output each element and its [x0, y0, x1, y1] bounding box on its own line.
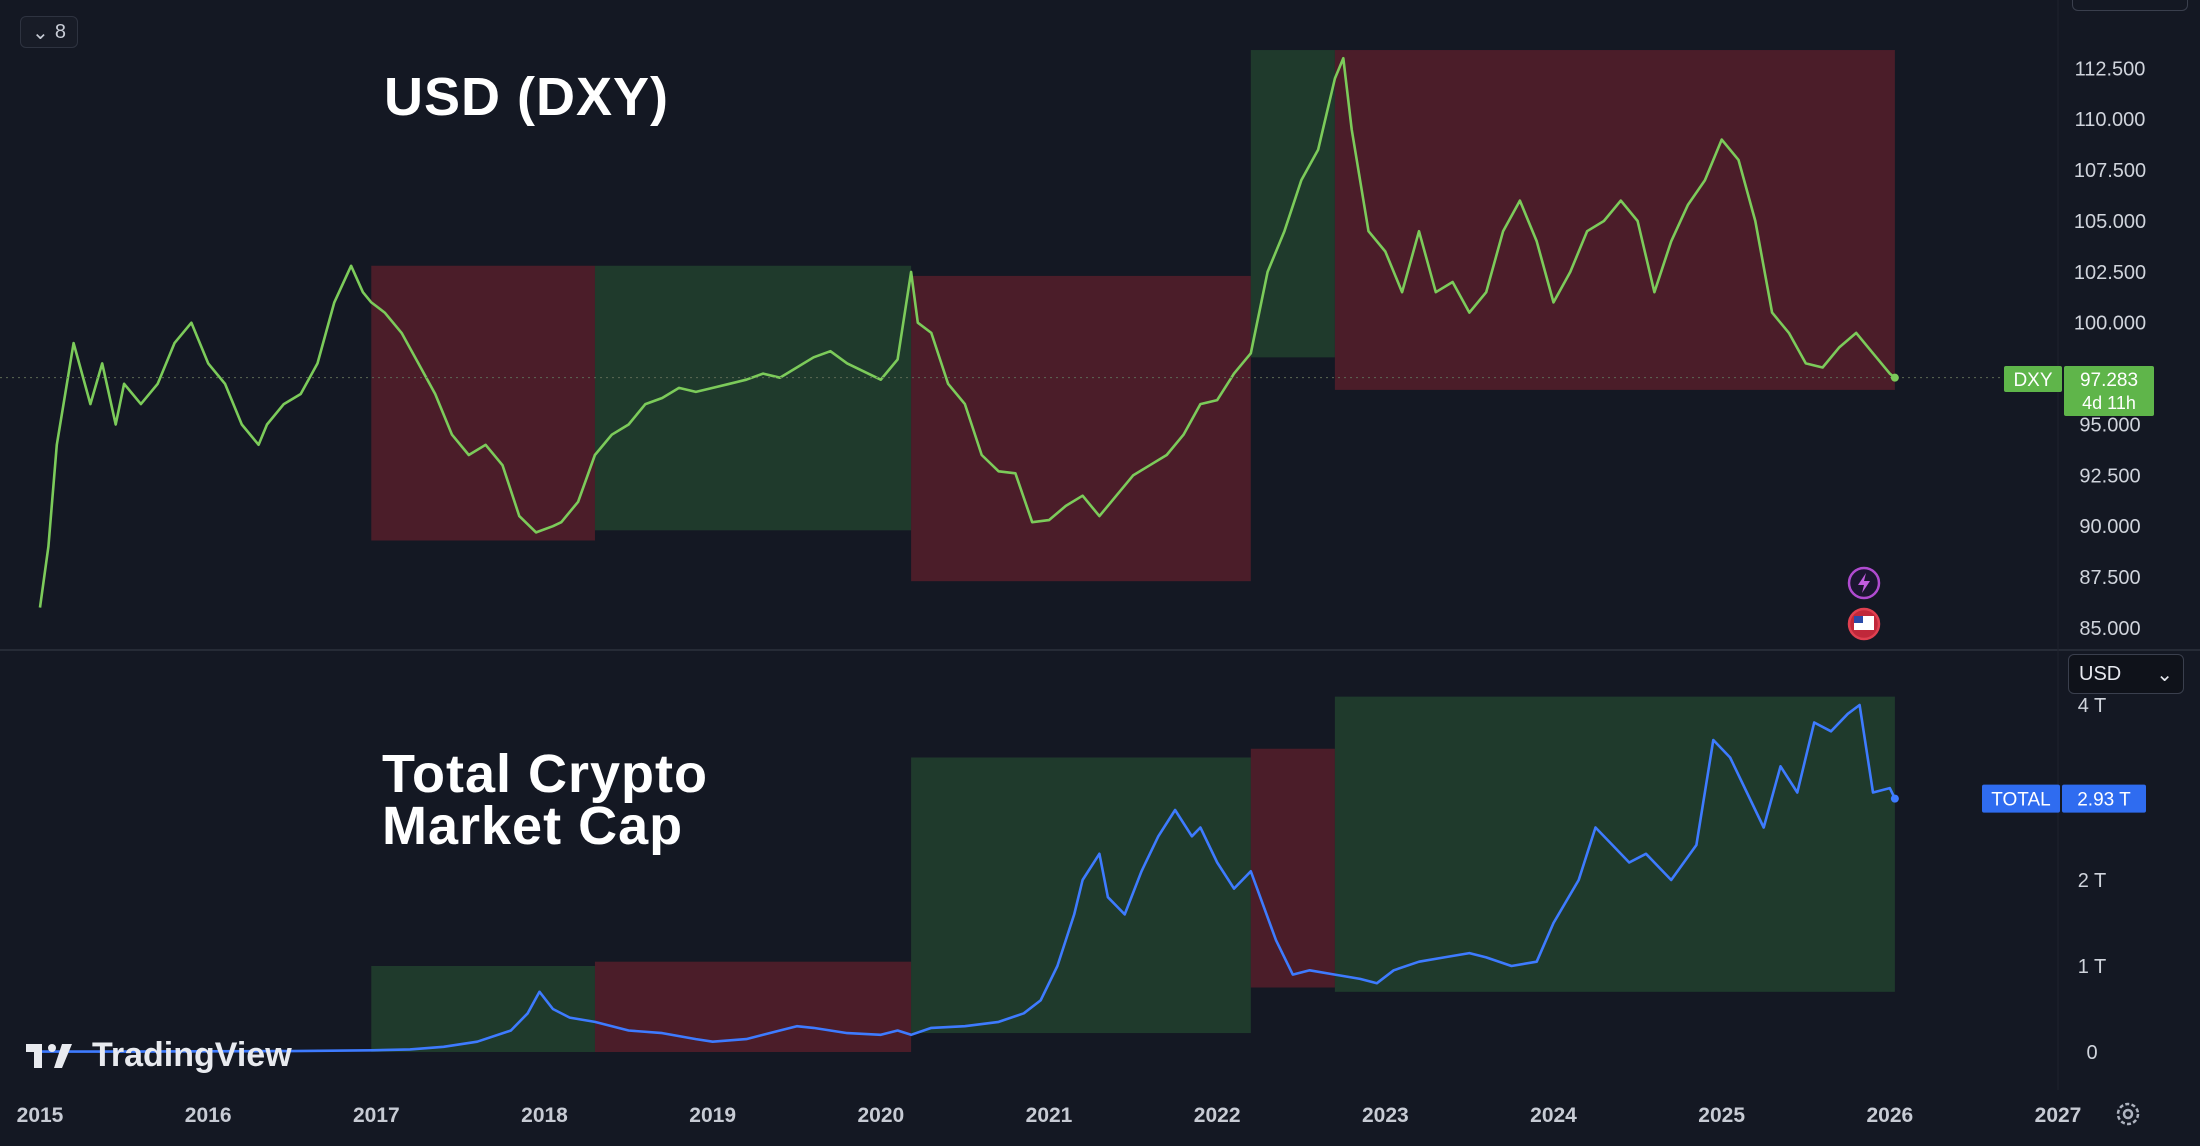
- collapse-indicators-button[interactable]: ⌄ 8: [20, 16, 78, 48]
- toolbar-edge: [2072, 0, 2188, 11]
- tradingview-logo: TradingView: [26, 1036, 292, 1075]
- dxy-countdown-label: 4d 11h: [2082, 393, 2136, 413]
- x-tick-year: 2016: [185, 1104, 232, 1127]
- region-1-0: [371, 966, 595, 1052]
- crypto-pane-title: Total Crypto Market Cap: [382, 744, 708, 856]
- x-tick-year: 2027: [2035, 1104, 2082, 1127]
- tradingview-mark-icon: [26, 1043, 72, 1068]
- x-tick-year: 2017: [353, 1104, 400, 1127]
- region-1-4: [1334, 696, 1895, 992]
- y-tick-dxy: 92.500: [2079, 465, 2140, 487]
- total-value-label: 2.93 T: [2077, 790, 2131, 811]
- y-tick-total: 2 T: [2078, 870, 2107, 892]
- y-tick-total: 4 T: [2078, 695, 2107, 717]
- region-1-2: [911, 757, 1251, 1034]
- region-1-3: [1250, 748, 1335, 988]
- y-tick-dxy: 110.000: [2075, 109, 2146, 131]
- dxy-symbol-label: DXY: [2013, 370, 2052, 391]
- x-tick-year: 2025: [1698, 1104, 1745, 1127]
- y-tick-dxy: 107.500: [2074, 160, 2146, 182]
- y-tick-dxy: 95.000: [2079, 414, 2140, 436]
- y-tick-dxy: 102.500: [2074, 262, 2146, 284]
- y-tick-dxy: 87.500: [2079, 567, 2140, 589]
- region-0-0: [371, 265, 595, 541]
- tradingview-wordmark: TradingView: [92, 1036, 292, 1074]
- x-tick-year: 2026: [1866, 1104, 1913, 1127]
- currency-label: USD: [2079, 662, 2122, 685]
- y-tick-total: 1 T: [2078, 956, 2107, 978]
- series-last-point-dxy: [1890, 373, 1899, 382]
- dxy-symbol-badge: [2004, 366, 2062, 393]
- region-0-1: [594, 265, 912, 531]
- region-0-2: [911, 275, 1251, 582]
- x-tick-year: 2024: [1530, 1104, 1577, 1127]
- y-tick-dxy: 85.000: [2079, 618, 2140, 640]
- collapse-count: 8: [54, 20, 66, 43]
- dxy-value-badge: [2064, 366, 2154, 417]
- x-tick-year: 2019: [689, 1104, 736, 1127]
- y-tick-total: 0: [2086, 1042, 2097, 1064]
- dxy-pane-title: USD (DXY): [384, 67, 670, 127]
- x-tick-year: 2021: [1026, 1104, 1073, 1127]
- currency-select[interactable]: USD ⌄: [2068, 654, 2184, 694]
- x-tick-year: 2020: [857, 1104, 904, 1127]
- chevron-down-icon: ⌄: [32, 21, 49, 44]
- series-line-total: [40, 703, 1897, 1053]
- chevron-down-icon: ⌄: [2156, 663, 2173, 686]
- total-value-badge: [2062, 784, 2146, 813]
- lightning-glyph-icon: [1858, 573, 1870, 593]
- y-tick-dxy: 90.000: [2079, 516, 2140, 538]
- x-tick-year: 2023: [1362, 1104, 1409, 1127]
- dxy-value-label: 97.283: [2080, 370, 2138, 391]
- y-tick-dxy: 105.000: [2074, 211, 2146, 233]
- flag-canton-icon: [1854, 616, 1863, 623]
- x-tick-year: 2022: [1194, 1104, 1241, 1127]
- series-last-point-total: [1890, 794, 1899, 803]
- total-symbol-badge: [1982, 784, 2060, 813]
- region-0-4: [1334, 50, 1895, 390]
- y-tick-dxy: 112.500: [2075, 58, 2146, 80]
- x-tick-year: 2015: [17, 1104, 64, 1127]
- x-tick-year: 2018: [521, 1104, 568, 1127]
- total-symbol-label: TOTAL: [1991, 790, 2050, 811]
- series-line-dxy: [38, 56, 1896, 608]
- settings-gear-icon[interactable]: [2114, 1100, 2142, 1128]
- y-tick-dxy: 100.000: [2074, 313, 2146, 335]
